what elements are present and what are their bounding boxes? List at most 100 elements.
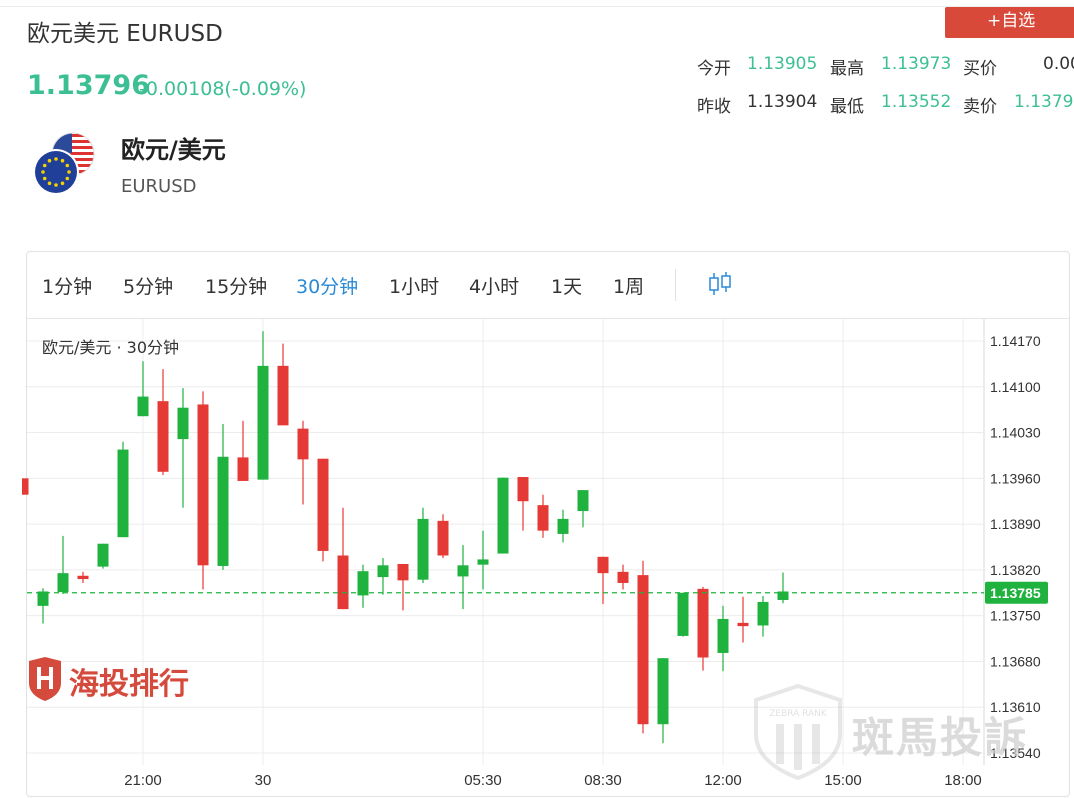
candle bbox=[417, 507, 429, 583]
candle-body bbox=[37, 591, 49, 606]
add-to-watchlist-button[interactable]: +自选 bbox=[945, 7, 1074, 38]
x-tick-label: 05:30 bbox=[464, 772, 502, 789]
current-price: 1.13796 bbox=[27, 70, 150, 101]
y-tick-label: 1.14030 bbox=[990, 425, 1041, 441]
candle-body bbox=[57, 573, 69, 593]
candle-body bbox=[217, 456, 229, 566]
x-tick-label: 21:00 bbox=[124, 772, 162, 789]
candle bbox=[297, 420, 309, 505]
chart-panel bbox=[26, 251, 1070, 797]
candle bbox=[317, 458, 329, 562]
y-tick-label: 1.13820 bbox=[990, 562, 1041, 578]
y-tick-label: 1.13750 bbox=[990, 608, 1041, 624]
y-tick-label: 1.14170 bbox=[990, 333, 1041, 349]
candle-body bbox=[137, 396, 149, 417]
candle-body bbox=[117, 449, 129, 538]
toolbar-divider bbox=[27, 318, 1069, 319]
candle-body bbox=[417, 518, 429, 580]
top-divider bbox=[0, 6, 1074, 7]
open-value: 1.13905 bbox=[747, 54, 818, 74]
instrument-code: EURUSD bbox=[121, 176, 197, 197]
y-tick-label: 1.13680 bbox=[990, 653, 1041, 669]
tab-1min[interactable]: 1分钟 bbox=[42, 276, 93, 298]
candle-body bbox=[617, 571, 629, 583]
y-tick-label: 1.13610 bbox=[990, 699, 1041, 715]
low-label: 最低 bbox=[830, 97, 864, 117]
candle bbox=[357, 564, 369, 608]
tab-1day[interactable]: 1天 bbox=[551, 276, 583, 298]
candle-body bbox=[237, 457, 249, 481]
haitou-logo-icon bbox=[29, 657, 61, 701]
candle bbox=[217, 424, 229, 570]
y-tick-label: 1.13960 bbox=[990, 470, 1041, 486]
y-tick-label: 1.13890 bbox=[990, 516, 1041, 532]
candle bbox=[22, 478, 29, 495]
tab-1week[interactable]: 1周 bbox=[613, 276, 645, 298]
candle-body bbox=[497, 477, 509, 554]
candle bbox=[737, 596, 749, 643]
candle bbox=[177, 388, 189, 508]
candle bbox=[237, 420, 249, 481]
candle bbox=[477, 530, 489, 590]
candle-body bbox=[22, 478, 29, 495]
candle-body bbox=[457, 565, 469, 577]
candle bbox=[537, 494, 549, 538]
candle bbox=[517, 477, 529, 531]
candle bbox=[657, 658, 669, 744]
tab-5min[interactable]: 5分钟 bbox=[123, 276, 174, 298]
high-value: 1.13973 bbox=[881, 54, 952, 74]
high-label: 最高 bbox=[830, 59, 864, 79]
candle bbox=[257, 331, 269, 480]
price-tag-label: 1.13785 bbox=[990, 585, 1041, 601]
candle-body bbox=[677, 592, 689, 636]
candle-body bbox=[577, 490, 589, 512]
candle bbox=[77, 571, 89, 583]
candle-body bbox=[477, 559, 489, 565]
candle bbox=[697, 586, 709, 671]
x-tick-label: 12:00 bbox=[704, 772, 742, 789]
candle-body bbox=[197, 404, 209, 566]
candle-body bbox=[157, 401, 169, 472]
tab-15min[interactable]: 15分钟 bbox=[205, 276, 268, 298]
candle-body bbox=[597, 556, 609, 574]
candle bbox=[377, 558, 389, 595]
tab-1hour[interactable]: 1小时 bbox=[389, 276, 440, 298]
y-tick-label: 1.13540 bbox=[990, 745, 1041, 761]
candle-body bbox=[77, 575, 89, 580]
low-value: 1.13552 bbox=[881, 92, 952, 112]
candle-body bbox=[637, 575, 649, 725]
tab-4hour[interactable]: 4小时 bbox=[469, 276, 520, 298]
candle bbox=[597, 556, 609, 604]
candle-body bbox=[437, 520, 449, 556]
open-label: 今开 bbox=[697, 59, 731, 79]
candle-body bbox=[257, 365, 269, 480]
candle bbox=[637, 560, 649, 734]
prev-close-value: 1.13904 bbox=[747, 92, 818, 112]
candle-body bbox=[357, 571, 369, 596]
candle bbox=[397, 564, 409, 611]
eur-usd-flag-icon bbox=[33, 132, 95, 195]
candle-body bbox=[97, 543, 109, 567]
candle bbox=[117, 441, 129, 538]
candlestick-type-icon[interactable] bbox=[706, 270, 734, 298]
x-tick-label: 30 bbox=[255, 772, 272, 789]
candle-body bbox=[177, 407, 189, 440]
bid-label: 买价 bbox=[963, 59, 997, 79]
candle bbox=[777, 572, 789, 604]
candle-body bbox=[317, 458, 329, 551]
x-tick-label: 18:00 bbox=[944, 772, 982, 789]
candle-body bbox=[377, 565, 389, 578]
x-tick-label: 08:30 bbox=[584, 772, 622, 789]
zebra-brand: 斑馬投訴 bbox=[852, 713, 1029, 762]
bid-value: 0.00 bbox=[1043, 54, 1074, 74]
candle-body bbox=[717, 618, 729, 653]
candle bbox=[497, 477, 509, 554]
haitou-brand: 海投排行 bbox=[69, 667, 189, 702]
chart-legend: 欧元/美元 · 30分钟 bbox=[42, 338, 180, 357]
tab-30min[interactable]: 30分钟 bbox=[296, 276, 359, 298]
x-tick-label: 15:00 bbox=[824, 772, 862, 789]
prev-close-label: 昨收 bbox=[697, 97, 731, 117]
zebra-rank-text: ZEBRA RANK bbox=[769, 709, 828, 719]
current-price-line: 1.13785 bbox=[27, 581, 1048, 604]
